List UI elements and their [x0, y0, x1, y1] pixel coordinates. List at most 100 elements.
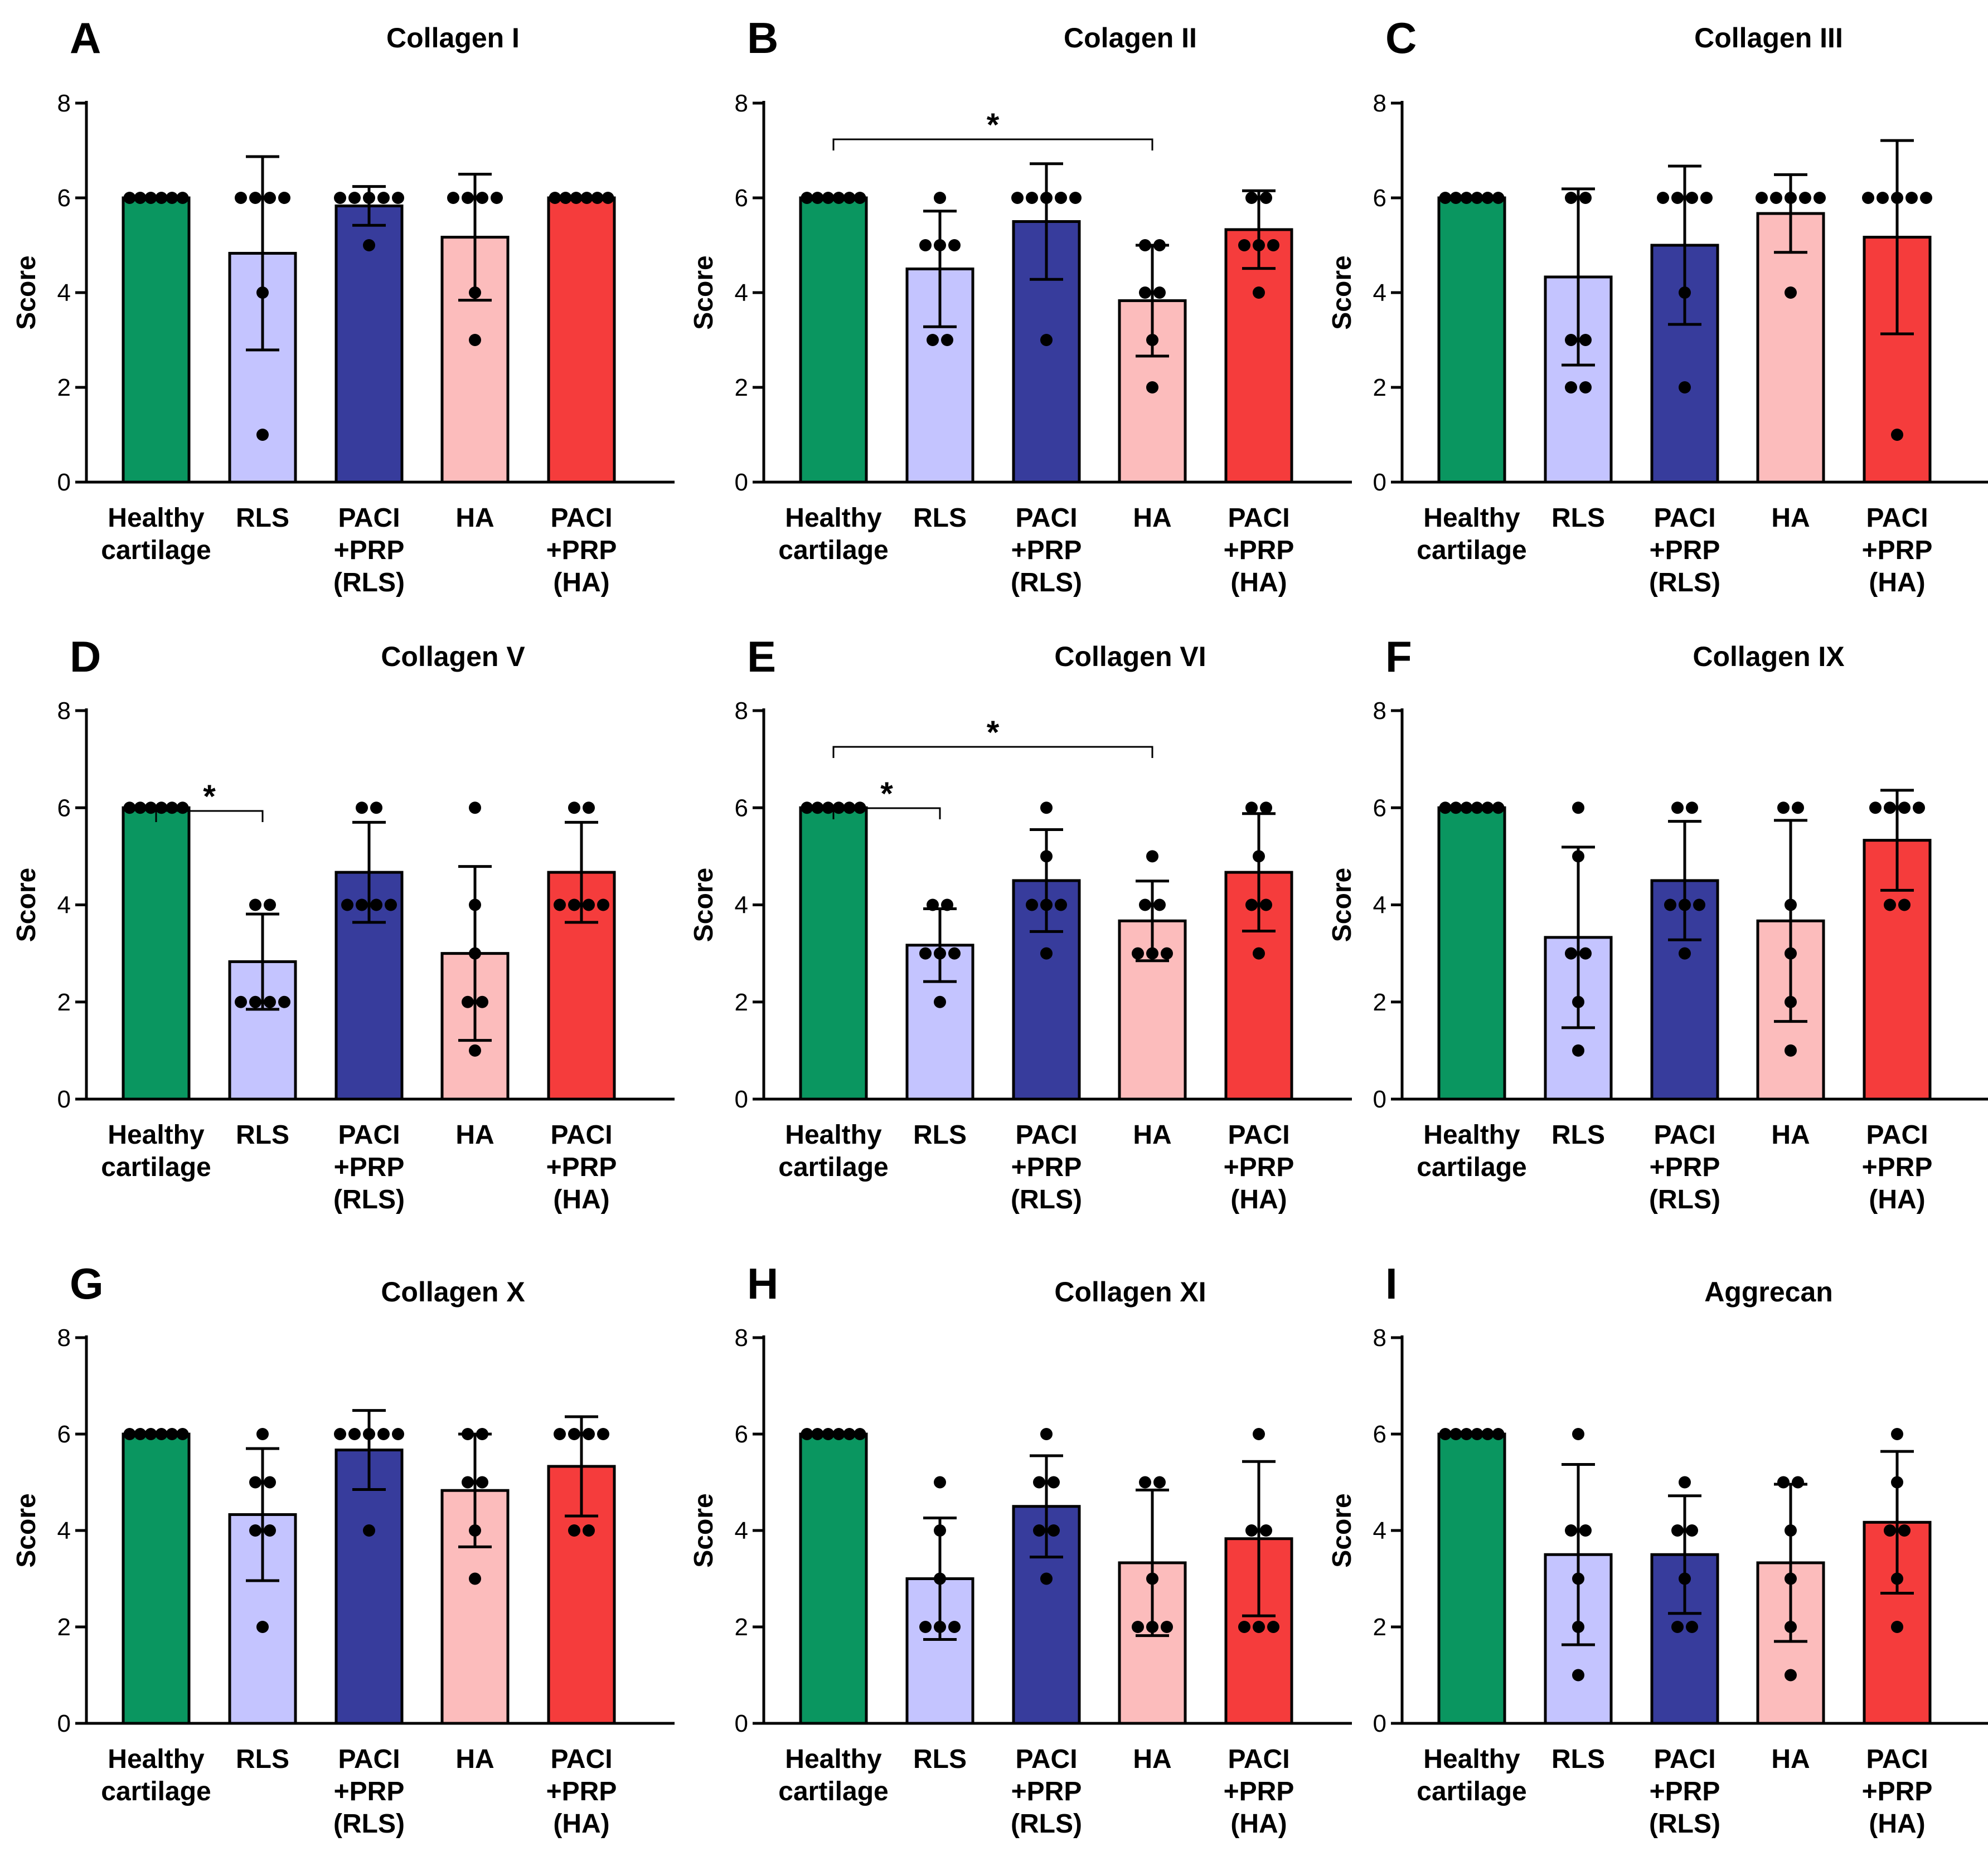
- panel-h: H Collagen XI Score 0 2 4 6 8 Healthy cartilage RL…: [689, 1259, 1352, 1839]
- data-point: [832, 192, 845, 204]
- data-point: [1785, 995, 1797, 1008]
- data-point: [144, 801, 157, 814]
- data-point: [1572, 1428, 1584, 1440]
- data-point: [1891, 1572, 1903, 1585]
- data-point: [822, 801, 835, 814]
- data-point: [854, 192, 866, 204]
- data-point: [176, 801, 189, 814]
- data-point: [264, 1524, 276, 1537]
- data-point: [1253, 947, 1265, 960]
- x-category-label: cartilage: [101, 1777, 211, 1806]
- x-category-label: PACI: [338, 503, 400, 533]
- data-point: [176, 1428, 189, 1440]
- data-point: [1238, 1621, 1250, 1633]
- data-point: [934, 1621, 946, 1633]
- data-point: [264, 1476, 276, 1489]
- panel-letter: G: [70, 1259, 104, 1308]
- data-point: [1040, 801, 1053, 814]
- y-tick-label: 4: [735, 279, 748, 307]
- x-category-label: +PRP: [1011, 1153, 1082, 1182]
- x-category-label: Healthy: [1423, 503, 1520, 533]
- data-point: [1686, 1524, 1698, 1537]
- data-point: [811, 801, 824, 814]
- significance-bracket: [832, 807, 941, 819]
- data-point: [476, 995, 488, 1008]
- data-point: [1664, 898, 1676, 911]
- data-point: [1572, 1669, 1584, 1682]
- data-point: [1011, 192, 1024, 204]
- panel-b: B Colagen II Score 0 2 4 6 8 Healthy cartilage RLS…: [689, 13, 1352, 597]
- x-category-label: PACI: [1228, 1120, 1289, 1150]
- x-category-label: PACI: [1228, 1745, 1289, 1774]
- data-point: [1449, 1428, 1462, 1440]
- x-category-label: (HA): [553, 1809, 609, 1839]
- y-axis-label: Score: [12, 1493, 41, 1567]
- y-tick-label: 2: [735, 989, 748, 1016]
- data-point: [1891, 429, 1903, 441]
- bar-3: [334, 204, 404, 484]
- data-point: [144, 1428, 157, 1440]
- data-point: [1245, 192, 1258, 204]
- data-point: [1777, 1476, 1790, 1489]
- x-category-label: RLS: [236, 1120, 289, 1150]
- data-point: [1579, 192, 1592, 204]
- panel-c: C Collagen III Score 0 2 4 6 8 Healthy cartilage R…: [1327, 13, 1988, 597]
- data-point: [602, 192, 614, 204]
- data-point: [1146, 947, 1158, 960]
- data-point: [919, 1621, 932, 1633]
- data-point: [1471, 1428, 1483, 1440]
- x-category-label: PACI: [1015, 1120, 1077, 1150]
- data-point: [476, 1428, 488, 1440]
- data-point: [1139, 239, 1151, 251]
- y-tick-label: 6: [57, 794, 71, 822]
- y-tick-label: 8: [57, 90, 71, 117]
- data-point: [1679, 286, 1691, 299]
- data-point: [583, 898, 595, 911]
- panel-title: Collagen III: [1694, 22, 1843, 54]
- data-point: [134, 1428, 147, 1440]
- x-category-label: HA: [1133, 1745, 1171, 1774]
- data-point: [134, 801, 147, 814]
- data-point: [1862, 192, 1874, 204]
- data-point: [1657, 192, 1669, 204]
- data-point: [1913, 801, 1925, 814]
- x-category-label: Healthy: [1423, 1120, 1520, 1150]
- bar-1: [122, 196, 191, 484]
- panel-title: Collagen V: [381, 641, 525, 672]
- data-point: [249, 898, 261, 911]
- data-point: [1139, 286, 1151, 299]
- significance-bracket: [155, 810, 264, 822]
- data-point: [377, 192, 390, 204]
- data-point: [1238, 239, 1250, 251]
- data-point: [1671, 1621, 1684, 1633]
- data-point: [1785, 1524, 1797, 1537]
- x-category-label: (HA): [553, 1185, 609, 1214]
- data-point: [1572, 995, 1584, 1008]
- x-category-label: (HA): [553, 568, 609, 597]
- data-point: [249, 1476, 261, 1489]
- data-point: [1671, 192, 1684, 204]
- data-point: [583, 801, 595, 814]
- data-point: [568, 1524, 580, 1537]
- data-point: [1139, 898, 1151, 911]
- data-point: [1671, 1524, 1684, 1537]
- data-point: [370, 898, 382, 911]
- data-point: [1884, 801, 1896, 814]
- data-point: [948, 1621, 961, 1633]
- data-point: [334, 192, 346, 204]
- data-point: [1492, 1428, 1505, 1440]
- x-category-label: +PRP: [546, 1777, 617, 1806]
- x-category-label: RLS: [236, 503, 289, 533]
- data-point: [1679, 898, 1691, 911]
- data-point: [462, 192, 474, 204]
- data-point: [1579, 947, 1592, 960]
- data-point: [1891, 192, 1903, 204]
- y-tick-label: 4: [1373, 279, 1386, 307]
- significance-star: *: [880, 776, 893, 812]
- x-category-label: +PRP: [1862, 1777, 1933, 1806]
- panel-letter: B: [747, 13, 778, 62]
- data-point: [176, 192, 189, 204]
- panel-letter: E: [747, 632, 776, 681]
- data-point: [597, 1428, 609, 1440]
- y-tick-label: 8: [735, 697, 748, 725]
